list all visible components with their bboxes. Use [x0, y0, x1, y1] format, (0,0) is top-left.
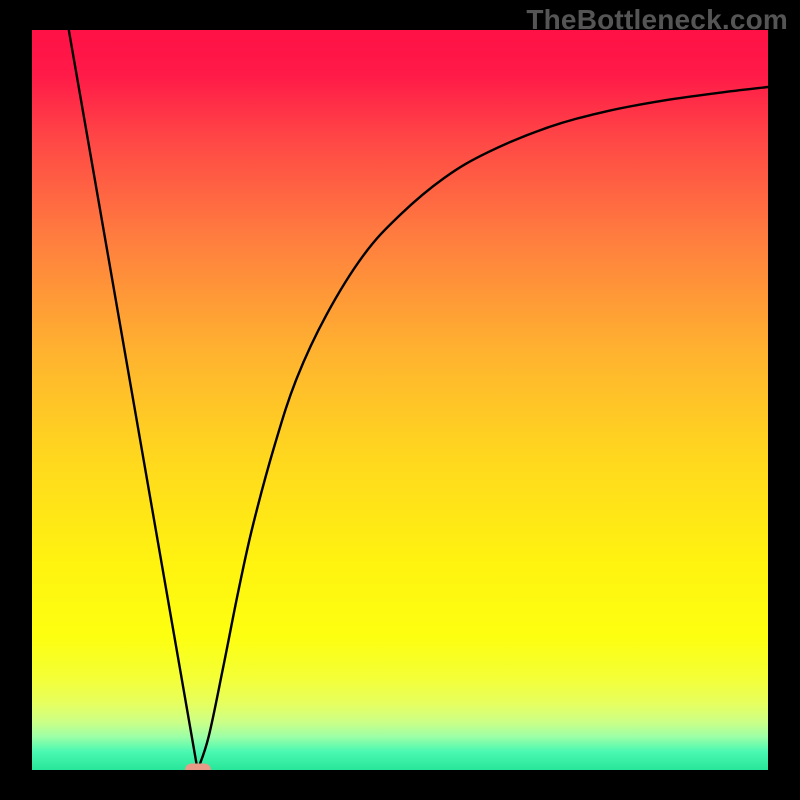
watermark-text: TheBottleneck.com	[526, 4, 788, 36]
plot-area	[32, 30, 768, 770]
optimal-point-marker	[185, 764, 211, 771]
bottleneck-curve	[32, 30, 768, 770]
